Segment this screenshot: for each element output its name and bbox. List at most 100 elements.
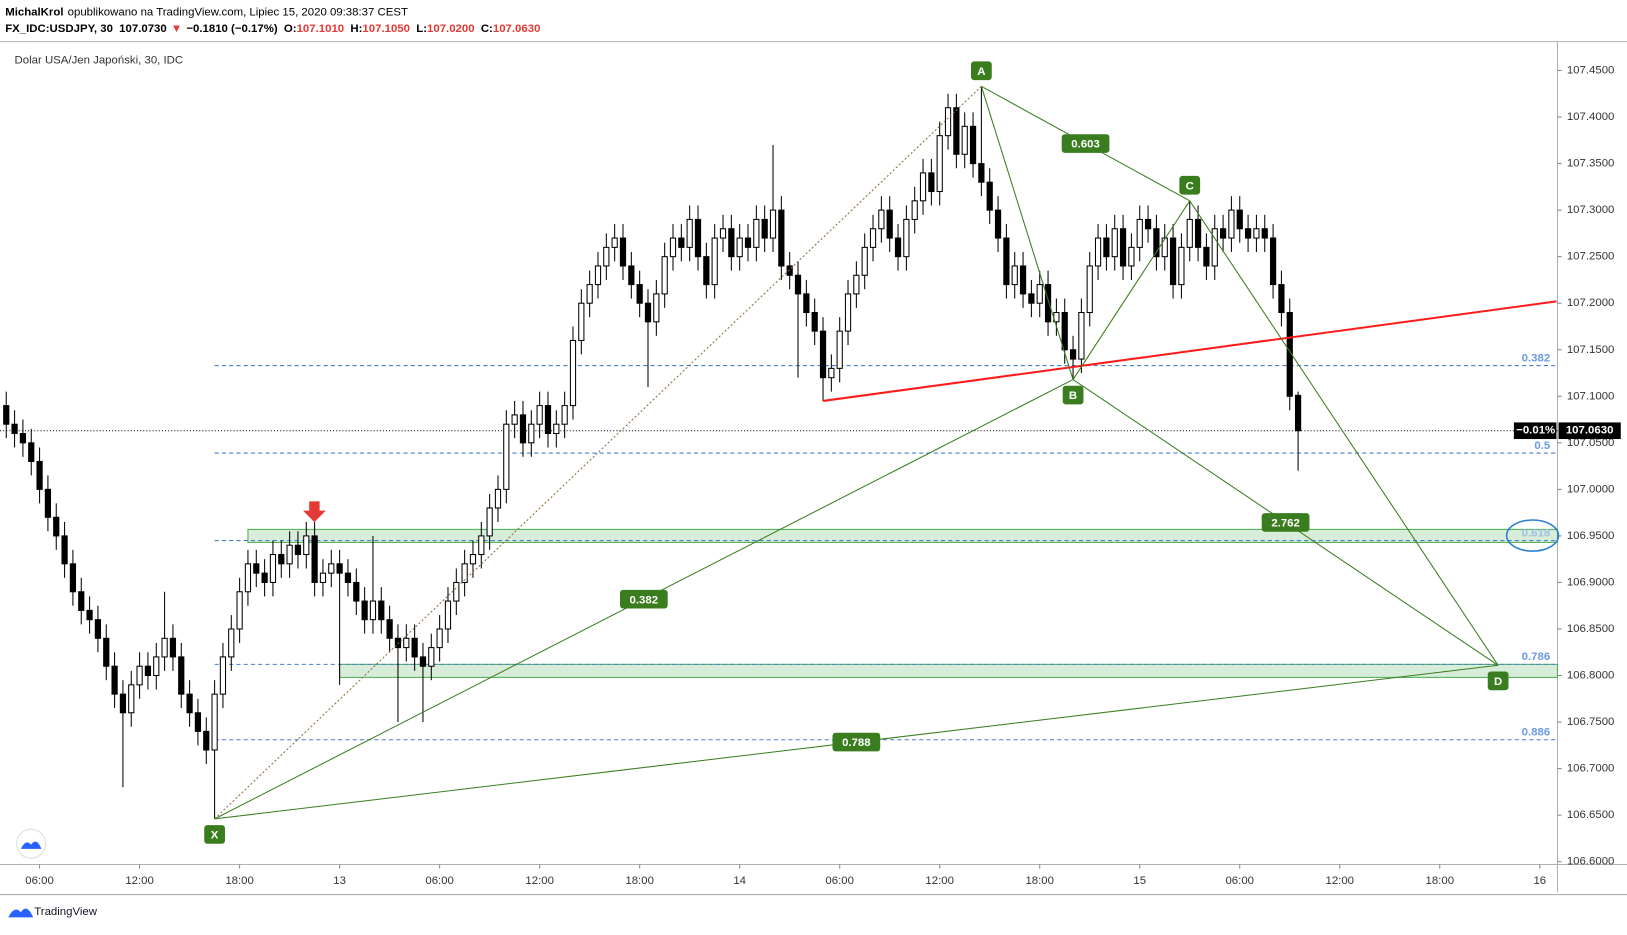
candle-body xyxy=(1094,237,1102,267)
candle-body xyxy=(436,628,443,649)
candle-body xyxy=(1278,284,1285,314)
candle-body xyxy=(1103,237,1110,258)
fib-label: 0.382 xyxy=(1522,352,1551,364)
candle-body xyxy=(44,488,52,518)
x-tick-label: 18:00 xyxy=(225,875,254,887)
candle-body xyxy=(103,637,110,667)
candle-body xyxy=(886,209,893,239)
y-tick-label: 107.2000 xyxy=(1567,297,1615,309)
candle-body xyxy=(269,554,277,583)
pattern-point-label-box xyxy=(1062,385,1084,405)
candle-body xyxy=(294,544,302,556)
x-tick-label: 14 xyxy=(733,875,746,887)
pattern-point-label-box xyxy=(204,825,225,844)
y-tick-label: 106.7000 xyxy=(1567,763,1615,775)
y-tick-label: 106.6000 xyxy=(1567,856,1615,868)
y-tick-label: 106.6500 xyxy=(1567,809,1615,821)
pattern-ratio-box xyxy=(832,732,881,752)
candle-body xyxy=(361,600,368,621)
candle-body xyxy=(411,637,418,658)
candle-body xyxy=(978,163,985,183)
candle-body xyxy=(753,218,760,248)
candle-body xyxy=(1286,311,1293,397)
ohlc-label: L: xyxy=(416,23,427,35)
candle-body xyxy=(611,237,618,248)
candle-body xyxy=(119,693,127,714)
candle-body xyxy=(136,665,143,686)
candle-body xyxy=(953,107,960,155)
candle-body xyxy=(303,535,310,556)
candle-body xyxy=(19,433,27,444)
candle-body xyxy=(78,591,85,611)
byline-text: opublikowano na TradingView.com, Lipiec … xyxy=(68,7,408,19)
candle-body xyxy=(228,628,235,658)
candle-body xyxy=(1069,349,1077,360)
candle-body xyxy=(1194,218,1202,248)
candle-body xyxy=(711,237,718,286)
candle-body xyxy=(261,572,268,583)
fib-label: 0.786 xyxy=(1522,651,1551,663)
x-tick-label: 13 xyxy=(333,875,346,887)
candle-body xyxy=(1219,228,1227,239)
candle-body xyxy=(3,405,10,425)
candle-body xyxy=(594,265,602,286)
y-tick-label: 107.1500 xyxy=(1567,344,1615,356)
candle-body xyxy=(836,330,843,369)
candle-body xyxy=(1153,228,1160,258)
ohlc-value: 107.0200 xyxy=(427,23,475,35)
candle-body xyxy=(769,209,777,239)
candle-body xyxy=(511,414,518,425)
candle-body xyxy=(1078,311,1085,360)
candle-body xyxy=(144,665,152,677)
candle-body xyxy=(461,563,468,583)
candle-body xyxy=(1019,265,1027,295)
pattern-point-label-box xyxy=(1179,175,1201,195)
candle-body xyxy=(1236,209,1243,230)
candle-body xyxy=(578,302,585,341)
symbol: FX_IDC:USDJPY, 30 xyxy=(5,23,113,35)
x-tick-label: 16 xyxy=(1533,875,1546,887)
candle-body xyxy=(403,637,410,649)
candle-body xyxy=(161,637,168,658)
pattern-point-label: C xyxy=(1186,180,1194,192)
candle-body xyxy=(211,693,218,751)
zone xyxy=(339,663,1558,678)
pattern-point-label-box xyxy=(1487,671,1509,691)
y-tick-label: 107.0500 xyxy=(1567,437,1615,449)
byline: MichalKrol opublikowano na TradingView.co… xyxy=(5,7,408,19)
candle-body xyxy=(419,656,427,667)
candle-body xyxy=(369,600,377,621)
candle-body xyxy=(1203,246,1210,267)
candle-body xyxy=(553,423,560,435)
signal-arrow xyxy=(302,501,326,523)
candle-body xyxy=(94,619,102,639)
candle-body xyxy=(861,246,868,276)
candle-body xyxy=(919,172,927,202)
candle-body xyxy=(1111,228,1118,258)
candle-body xyxy=(478,535,485,556)
candle-body xyxy=(869,228,877,248)
candle-body xyxy=(1119,228,1127,267)
candle-body xyxy=(928,172,935,193)
fib-levels: 0.382 0.5 0.618 0.786 0.886 xyxy=(0,352,1558,741)
candle-body xyxy=(853,274,860,295)
candle-body xyxy=(311,535,318,583)
candle-body xyxy=(128,684,135,714)
pattern-point-label: X xyxy=(211,829,219,841)
candle-body xyxy=(219,656,227,695)
direction: ▼ xyxy=(171,23,182,35)
candle-body xyxy=(1261,228,1268,239)
candle-body xyxy=(469,554,477,565)
candle-body xyxy=(11,423,18,435)
candle-body xyxy=(911,200,918,220)
candle-body xyxy=(519,414,527,444)
pattern-ratio: 2.762 xyxy=(1271,517,1300,529)
zone xyxy=(247,528,1558,543)
candle-body xyxy=(728,228,735,258)
ohlc-label: C: xyxy=(481,23,493,35)
candle-body xyxy=(28,442,35,462)
candle-body xyxy=(536,405,543,425)
candle-body xyxy=(1086,265,1093,314)
pattern-ratio-box xyxy=(1261,513,1310,532)
